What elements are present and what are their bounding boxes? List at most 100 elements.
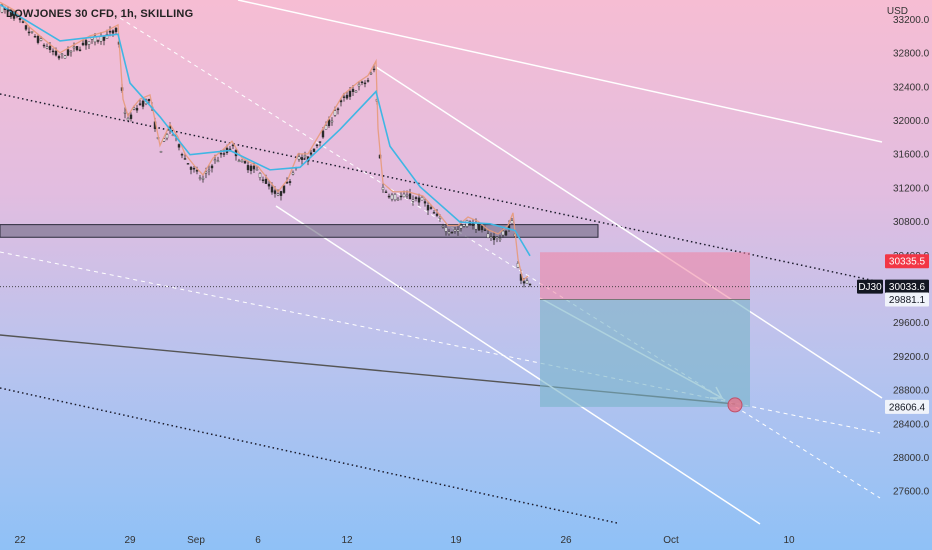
candle-body <box>354 90 358 93</box>
price-tag-bg <box>885 279 929 294</box>
candle <box>138 99 142 106</box>
candle <box>444 223 448 236</box>
candles-layer <box>0 3 532 288</box>
candle-body <box>498 238 502 241</box>
candle-body <box>252 165 256 170</box>
candle <box>345 91 349 100</box>
candle <box>399 192 403 201</box>
candle-body <box>165 134 169 139</box>
stop-loss-zone <box>540 252 750 300</box>
price-tag-label: 29881.1 <box>889 295 926 306</box>
candle-body <box>504 230 508 236</box>
candle-body <box>351 88 355 92</box>
candle-body <box>300 157 304 160</box>
candle-body <box>126 117 130 121</box>
candle-body <box>75 46 79 51</box>
candle <box>36 34 40 45</box>
candle-body <box>30 31 34 33</box>
candle <box>24 24 28 31</box>
x-tick-label: 19 <box>450 535 462 546</box>
candle-body <box>198 177 202 179</box>
candle <box>261 176 265 184</box>
candle-body <box>399 195 403 198</box>
y-tick-label: 32000.0 <box>893 116 930 127</box>
candle-body <box>207 169 211 172</box>
candle <box>243 160 247 164</box>
candle-body <box>384 191 388 193</box>
x-tick-label: Sep <box>187 535 205 546</box>
candle-body <box>483 229 487 231</box>
candle-body <box>297 156 301 160</box>
candle-body <box>201 178 205 180</box>
candle <box>504 230 508 237</box>
candle-body <box>396 198 400 201</box>
candle <box>282 185 286 194</box>
position-layer <box>0 252 880 413</box>
candle-body <box>78 49 82 51</box>
candle-body <box>303 155 307 158</box>
candle-body <box>93 35 97 43</box>
candle <box>201 174 205 183</box>
candle <box>69 50 73 57</box>
candle-body <box>348 91 352 97</box>
price-tag: 29881.1 <box>885 292 929 307</box>
candle-body <box>456 229 460 232</box>
candle-body <box>216 160 220 163</box>
candle-body <box>426 205 430 211</box>
candle-body <box>246 165 250 171</box>
candle <box>300 154 304 165</box>
candle <box>465 219 469 228</box>
candle <box>411 195 415 206</box>
price-tag-label: DJ30 <box>858 282 882 293</box>
candle <box>237 158 241 163</box>
candle-body <box>249 165 253 171</box>
channel-lower-dashed <box>0 251 881 434</box>
candle-body <box>87 41 91 45</box>
candle-body <box>258 173 262 178</box>
candle <box>381 182 385 193</box>
candle-body <box>66 49 70 56</box>
candle-body <box>402 193 406 198</box>
candle <box>78 46 82 52</box>
candle <box>81 39 85 47</box>
candle <box>303 151 307 160</box>
candle-body <box>522 281 526 284</box>
price-tag: 28606.4 <box>885 399 929 414</box>
price-tag-bg <box>857 279 883 294</box>
candle <box>267 180 271 190</box>
symbol-title: DOWJONES 30 CFD, 1h, SKILLING <box>6 8 194 20</box>
candle <box>111 29 115 37</box>
y-tick-label: 32400.0 <box>893 82 930 93</box>
candle <box>387 193 391 199</box>
candle-body <box>315 144 319 147</box>
target-marker <box>727 397 743 413</box>
candle-body <box>108 31 112 33</box>
y-tick-label: 29200.0 <box>893 352 930 363</box>
candle-body <box>270 186 274 193</box>
candle-body <box>462 224 466 227</box>
candle <box>45 43 49 50</box>
candle-body <box>342 96 346 98</box>
candle <box>240 159 244 163</box>
candle <box>432 210 436 214</box>
candle-body <box>321 130 325 138</box>
price-tag-bg <box>885 399 929 414</box>
candle-body <box>429 207 433 209</box>
candle <box>249 164 253 175</box>
candle <box>159 150 163 153</box>
candle <box>435 209 439 218</box>
candle-body <box>372 68 376 71</box>
candle <box>30 31 34 34</box>
candle-body <box>195 169 199 172</box>
candle-body <box>240 159 244 162</box>
price-tag-label: 30033.6 <box>889 282 926 293</box>
candle-body <box>192 167 196 170</box>
candle-body <box>114 27 118 33</box>
candle-body <box>264 179 268 184</box>
candle-body <box>528 283 532 286</box>
candle-body <box>423 201 427 204</box>
x-tick-label: 22 <box>14 535 26 546</box>
candle <box>99 32 103 45</box>
